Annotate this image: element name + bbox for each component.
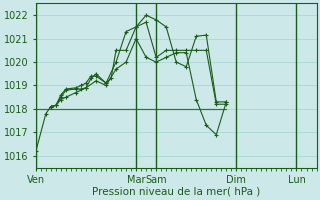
X-axis label: Pression niveau de la mer( hPa ): Pression niveau de la mer( hPa ): [92, 187, 260, 197]
